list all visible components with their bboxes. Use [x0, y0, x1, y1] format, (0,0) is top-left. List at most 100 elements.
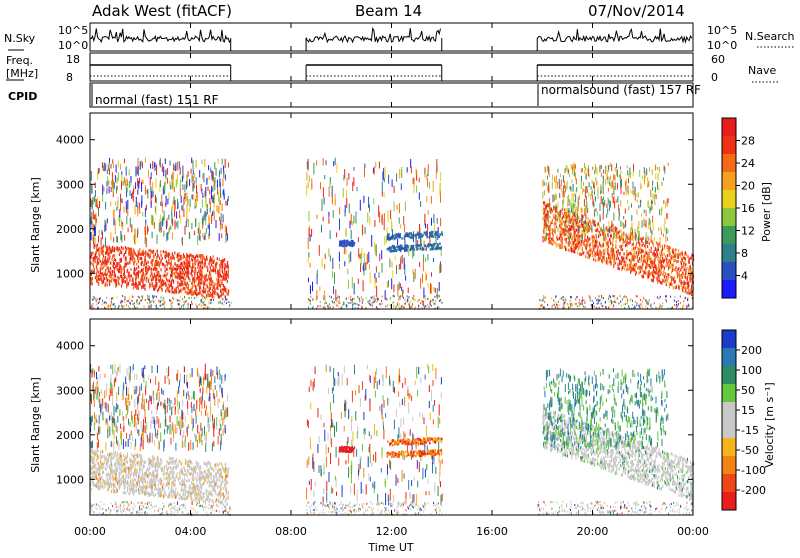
echo-cell	[165, 159, 166, 165]
echo-cell	[399, 296, 400, 298]
echo-cell	[368, 252, 369, 263]
echo-cell	[392, 261, 393, 267]
echo-cell	[638, 192, 639, 197]
echo-cell	[608, 176, 609, 184]
echo-cell	[576, 214, 577, 219]
echo-cell	[377, 297, 378, 299]
echo-cell	[555, 183, 556, 190]
echo-cell	[207, 279, 208, 282]
echo-cell	[204, 301, 205, 303]
echo-cell	[345, 210, 346, 216]
echo-cell	[420, 244, 422, 247]
echo-cell	[640, 183, 641, 190]
echo-cell	[90, 255, 91, 258]
echo-cell	[437, 244, 439, 247]
echo-cell	[123, 279, 124, 282]
echo-cell	[98, 248, 99, 251]
echo-cell	[612, 253, 613, 256]
echo-cell	[585, 206, 586, 214]
echo-cell	[595, 208, 596, 211]
echo-cell	[227, 280, 228, 283]
echo-cell	[182, 184, 183, 190]
echo-cell	[625, 261, 626, 264]
echo-cell	[633, 164, 634, 172]
echo-cell	[94, 196, 95, 202]
echo-cell	[417, 248, 419, 251]
echo-cell	[220, 189, 221, 197]
echo-cell	[400, 247, 402, 250]
echo-cell	[121, 180, 122, 190]
echo-cell	[328, 212, 329, 218]
echo-cell	[683, 262, 684, 265]
echo-cell	[609, 305, 610, 307]
echo-cell	[103, 266, 104, 269]
echo-cell	[431, 305, 432, 307]
echo-cell	[631, 204, 632, 208]
echo-cell	[429, 303, 430, 305]
echo-cell	[155, 163, 156, 171]
echo-cell	[565, 248, 566, 251]
echo-cell	[687, 306, 688, 308]
echo-cell	[603, 176, 604, 183]
echo-cell	[324, 297, 325, 299]
echo-cell	[593, 235, 594, 238]
echo-cell	[127, 269, 128, 272]
echo-cell	[133, 248, 134, 251]
echo-cell	[194, 272, 195, 275]
echo-cell	[390, 210, 391, 219]
echo-cell	[128, 272, 129, 275]
echo-cell	[586, 239, 587, 242]
echo-cell	[590, 242, 591, 245]
echo-cell	[333, 306, 334, 308]
echo-cell	[138, 284, 139, 287]
echo-cell	[596, 181, 597, 186]
echo-cell	[375, 245, 376, 254]
echo-cell	[138, 260, 139, 263]
echo-cell	[609, 177, 610, 181]
echo-cell	[171, 284, 172, 287]
echo-cell	[330, 255, 331, 261]
echo-cell	[626, 192, 627, 196]
echo-cell	[574, 235, 575, 238]
echo-cell	[574, 165, 575, 171]
echo-cell	[582, 297, 583, 299]
echo-cell	[406, 234, 408, 237]
echo-cell	[662, 253, 663, 256]
echo-cell	[572, 304, 573, 306]
echo-cell	[167, 168, 168, 175]
echo-cell	[332, 197, 333, 205]
echo-cell	[106, 188, 107, 194]
echo-cell	[366, 297, 367, 299]
echo-cell	[619, 230, 620, 233]
echo-cell	[227, 234, 228, 241]
echo-cell	[671, 271, 672, 274]
echo-cell	[143, 250, 144, 253]
echo-cell	[95, 238, 96, 245]
echo-cell	[543, 239, 544, 242]
echo-cell	[110, 248, 111, 251]
echo-cell	[639, 233, 640, 239]
echo-cell	[659, 306, 660, 308]
echo-cell	[403, 216, 404, 225]
echo-cell	[189, 264, 190, 267]
echo-cell	[573, 248, 574, 251]
echo-cell	[602, 256, 603, 259]
echo-cell	[539, 299, 540, 301]
echo-cell	[645, 305, 646, 307]
echo-cell	[223, 287, 224, 290]
echo-cell	[108, 267, 109, 270]
echo-cell	[193, 176, 194, 181]
echo-cell	[350, 299, 351, 301]
echo-cell	[335, 289, 336, 301]
echo-cell	[140, 253, 141, 256]
echo-cell	[174, 262, 175, 265]
echo-cell	[618, 302, 619, 304]
echo-cell	[598, 246, 599, 249]
echo-cell	[687, 255, 688, 258]
echo-cell	[602, 305, 603, 307]
echo-cell	[688, 304, 689, 306]
echo-cell	[169, 279, 170, 282]
echo-cell	[671, 281, 672, 284]
echo-cell	[426, 196, 427, 202]
echo-cell	[120, 234, 121, 240]
